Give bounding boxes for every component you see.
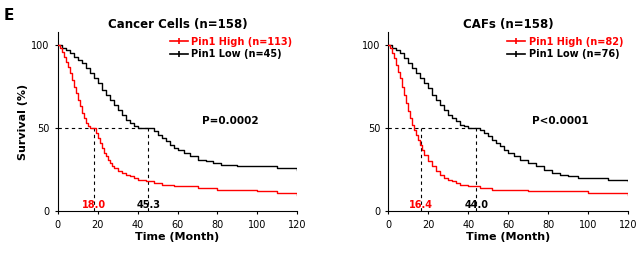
Text: 45.3: 45.3	[136, 200, 160, 210]
Text: P=0.0002: P=0.0002	[201, 116, 258, 126]
Text: E: E	[3, 8, 13, 23]
Legend: Pin1 High (n=113), Pin1 Low (n=45): Pin1 High (n=113), Pin1 Low (n=45)	[170, 36, 292, 59]
Text: 44.0: 44.0	[464, 200, 488, 210]
Text: 16.4: 16.4	[409, 200, 433, 210]
Title: CAFs (n=158): CAFs (n=158)	[463, 17, 554, 31]
Y-axis label: Survival (%): Survival (%)	[18, 83, 28, 159]
Text: P<0.0001: P<0.0001	[532, 116, 589, 126]
X-axis label: Time (Month): Time (Month)	[135, 232, 220, 242]
Legend: Pin1 High (n=82), Pin1 Low (n=76): Pin1 High (n=82), Pin1 Low (n=76)	[508, 36, 623, 59]
Title: Cancer Cells (n=158): Cancer Cells (n=158)	[108, 17, 247, 31]
X-axis label: Time (Month): Time (Month)	[466, 232, 551, 242]
Text: 18.0: 18.0	[81, 200, 106, 210]
